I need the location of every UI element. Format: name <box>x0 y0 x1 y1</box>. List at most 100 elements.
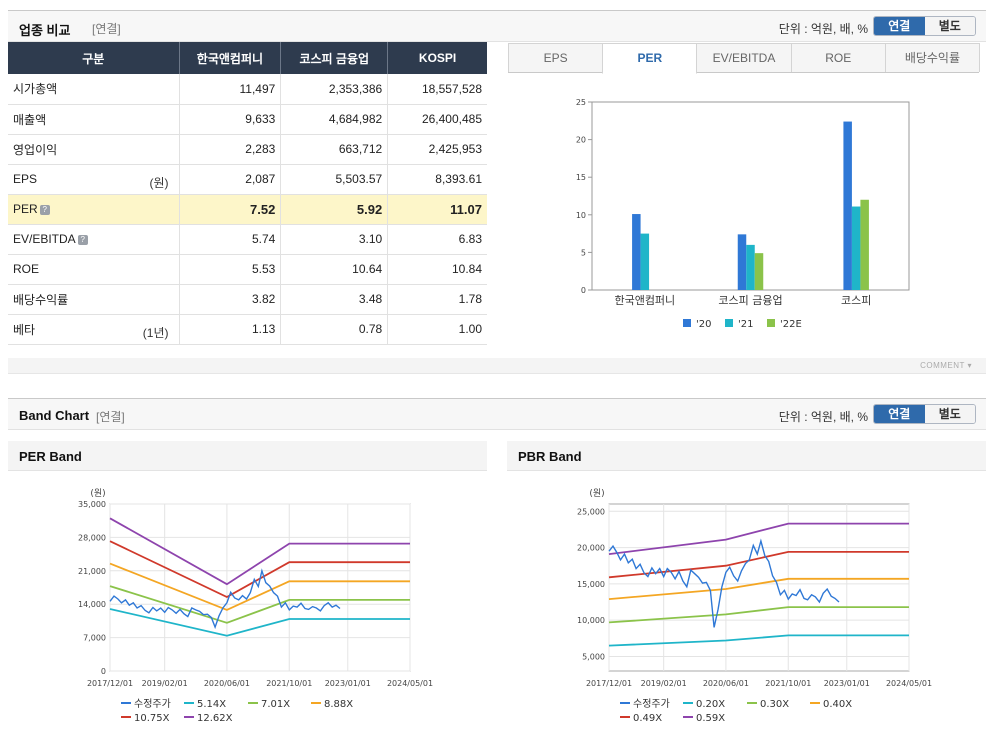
consolidated-button[interactable]: 연결 <box>874 17 925 35</box>
x-tick-label: 2017/12/01 <box>87 679 133 688</box>
tab-per[interactable]: PER <box>602 43 698 74</box>
tab-dividend-yield[interactable]: 배당수익률 <box>884 43 981 72</box>
value-cell: 0.78 <box>280 314 388 345</box>
y-tick-label: 28,000 <box>78 533 106 542</box>
help-icon[interactable]: ? <box>39 204 50 215</box>
separate-button[interactable]: 별도 <box>924 17 975 35</box>
y-axis-label: (원) <box>589 488 604 499</box>
band-consolidated-button[interactable]: 연결 <box>874 405 925 423</box>
bar <box>746 244 755 290</box>
x-tick-label: 2023/01/01 <box>824 679 870 688</box>
row-label-cell: 베타 (1년) <box>8 314 179 345</box>
y-tick-label: 20,000 <box>577 544 605 553</box>
legend-item: 0.40X <box>810 699 852 710</box>
legend-swatch <box>725 319 733 327</box>
legend-item: '20 <box>683 319 711 330</box>
legend-label: 0.20X <box>696 699 725 710</box>
x-tick-label: 2019/02/01 <box>142 679 188 688</box>
col-header: KOSPI <box>387 42 487 74</box>
bar <box>640 233 650 290</box>
legend-label: 5.14X <box>197 699 226 710</box>
legend-item: 0.49X <box>620 713 662 724</box>
col-header: 한국앤컴퍼니 <box>178 42 281 74</box>
help-icon[interactable]: ? <box>77 234 88 245</box>
comment-strip: COMMENT ▾ <box>8 358 986 374</box>
table-row: EV/EBITDA? 5.74 3.10 6.83 <box>8 224 487 255</box>
y-tick-label: 0 <box>581 286 586 295</box>
row-label-cell: 매출액 <box>8 104 179 135</box>
compare-basis-toggle: 연결 별도 <box>873 16 976 36</box>
band-header: Band Chart [연결] 단위 : 억원, 배, % 연결 별도 <box>8 398 986 430</box>
x-tick-label: 2024/05/01 <box>886 679 932 688</box>
pbr-band-title: PBR Band <box>518 449 582 464</box>
value-cell: 11,497 <box>178 74 281 105</box>
row-label: 영업이익 <box>13 142 58 157</box>
table-row: EPS (원) 2,087 5,503.57 8,393.61 <box>8 164 487 195</box>
y-tick-label: 0 <box>101 667 106 676</box>
band-line <box>608 522 909 555</box>
col-header: 구분 <box>8 42 179 74</box>
y-tick-label: 15,000 <box>577 580 605 589</box>
legend-swatch <box>683 319 691 327</box>
legend-label: 0.30X <box>760 699 789 710</box>
table-header-row: 구분 한국앤컴퍼니 코스피 금융업 KOSPI <box>8 42 487 74</box>
bar <box>754 253 764 290</box>
band-line <box>608 606 909 624</box>
legend-item: 0.20X <box>683 699 725 710</box>
value-cell: 5.74 <box>178 224 281 255</box>
row-label: ROE <box>13 262 40 276</box>
legend-item: 수정주가 <box>121 698 171 710</box>
legend-item: 0.30X <box>747 699 789 710</box>
y-tick-label: 7,000 <box>83 634 106 643</box>
y-tick-label: 21,000 <box>78 567 106 576</box>
table-row: 베타 (1년) 1.13 0.78 1.00 <box>8 314 487 345</box>
pbr-band-header: PBR Band <box>507 441 986 471</box>
legend-label: 수정주가 <box>134 698 171 710</box>
comment-toggle[interactable]: COMMENT ▾ <box>920 361 972 370</box>
value-cell: 3.82 <box>178 284 281 315</box>
value-cell: 9,633 <box>178 104 281 135</box>
y-tick-label: 25,000 <box>577 507 605 516</box>
value-cell: 1.78 <box>387 284 487 315</box>
band-line <box>608 551 909 579</box>
plot-frame <box>608 503 910 672</box>
value-cell: 3.48 <box>280 284 388 315</box>
legend-item: '22E <box>767 319 802 330</box>
tab-eps[interactable]: EPS <box>508 43 604 72</box>
row-label: 시가총액 <box>13 82 58 97</box>
row-label-cell: 배당수익률 <box>8 284 179 315</box>
price-line <box>608 538 840 628</box>
tab-roe[interactable]: ROE <box>790 43 886 72</box>
y-tick-label: 25 <box>576 98 586 107</box>
legend-label: 10.75X <box>134 713 170 724</box>
x-tick-label: 2017/12/01 <box>586 679 632 688</box>
legend-item: 5.14X <box>184 699 226 710</box>
compare-unit: 단위 : 억원, 배, % <box>778 22 868 36</box>
x-tick-label: 2019/02/01 <box>641 679 687 688</box>
bar <box>632 214 641 290</box>
legend-item: 수정주가 <box>620 698 670 710</box>
legend-label: '21 <box>738 319 753 330</box>
legend-item: 0.59X <box>683 713 725 724</box>
legend-item: '21 <box>725 319 753 330</box>
band-line <box>109 608 410 637</box>
value-cell: 5.92 <box>280 194 388 225</box>
value-cell: 10.84 <box>387 254 487 285</box>
per-band-title: PER Band <box>19 449 82 464</box>
x-tick-label: 2020/06/01 <box>703 679 749 688</box>
y-tick-label: 15 <box>576 173 586 182</box>
compare-basis: [연결] <box>92 22 121 36</box>
band-separate-button[interactable]: 별도 <box>924 405 975 423</box>
row-label: 베타 <box>13 322 36 337</box>
table-row: 배당수익률 3.82 3.48 1.78 <box>8 284 487 315</box>
plot-frame <box>109 503 411 672</box>
row-unit-note: (원) <box>149 175 169 190</box>
value-cell: 6.83 <box>387 224 487 255</box>
bar <box>843 121 852 290</box>
band-title: Band Chart <box>19 408 90 423</box>
y-tick-label: 5 <box>581 248 586 257</box>
x-tick-label: 코스피 금융업 <box>718 294 782 307</box>
tab-ev-ebitda[interactable]: EV/EBITDA <box>696 43 792 72</box>
table-row: PER? 7.52 5.92 11.07 <box>8 194 487 225</box>
value-cell: 663,712 <box>280 134 388 165</box>
